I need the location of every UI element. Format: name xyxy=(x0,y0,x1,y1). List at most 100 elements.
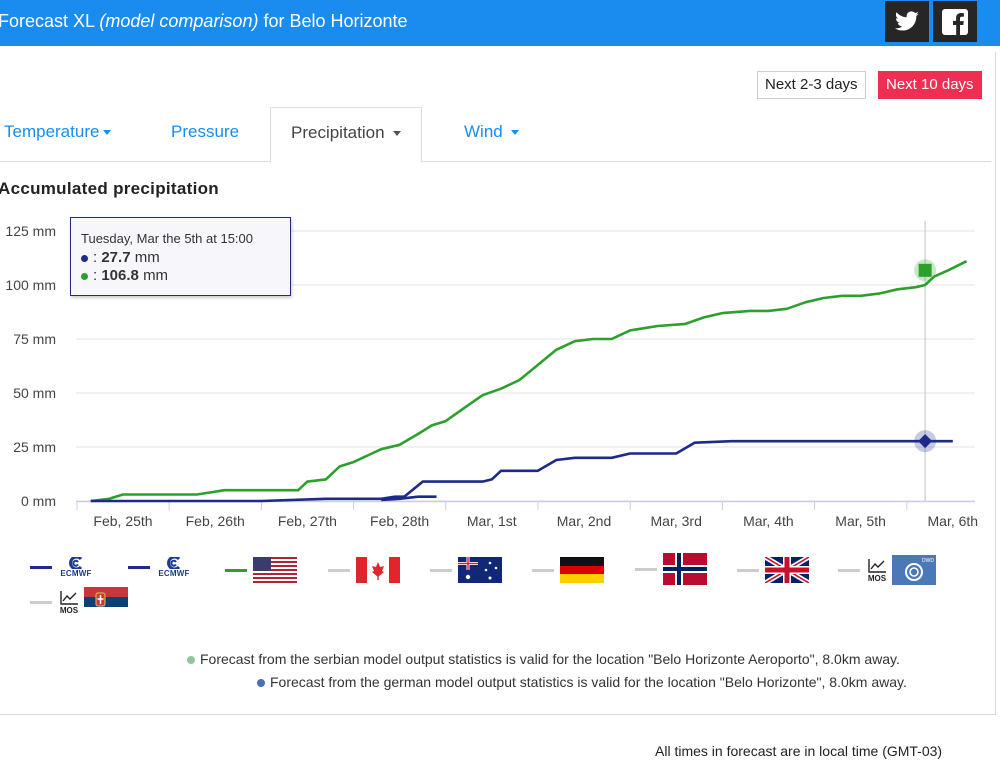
ecmwf-logo-icon: ECMWF xyxy=(156,557,192,578)
mos-chart-icon: MOS xyxy=(58,590,80,615)
tab-wind[interactable]: Wind xyxy=(464,122,519,142)
x-tick-label: Feb, 26th xyxy=(186,513,245,529)
note-text: Forecast from the german model output st… xyxy=(270,674,907,690)
legend-norway[interactable] xyxy=(635,553,707,585)
x-tick-label: Mar, 2nd xyxy=(557,513,611,529)
note-dot-icon xyxy=(187,656,195,665)
tooltip-row-blue: : 27.7 mm xyxy=(81,249,290,266)
legend-line xyxy=(838,568,860,572)
chart-title: Accumulated precipitation xyxy=(0,179,219,198)
x-tick-label: Feb, 25th xyxy=(93,513,152,529)
germany-flag-icon xyxy=(560,557,604,583)
norway-flag-icon xyxy=(663,553,707,585)
tabs-divider xyxy=(0,161,991,162)
chevron-down-icon xyxy=(392,131,401,137)
legend-line xyxy=(532,568,554,572)
note-text: Forecast from the serbian model output s… xyxy=(200,651,900,667)
legend-mos-serbia[interactable]: MOS xyxy=(30,587,128,617)
legend-label: ECMWF xyxy=(60,569,92,578)
canada-flag-icon xyxy=(356,557,400,583)
twitter-icon xyxy=(894,10,919,31)
legend-canada[interactable] xyxy=(328,557,400,583)
legend-line xyxy=(328,568,350,572)
usa-flag-icon xyxy=(253,557,297,583)
x-tick-label: Mar, 1st xyxy=(467,513,517,529)
tab-temperature-label: Temperature xyxy=(4,122,100,141)
series-dot-icon xyxy=(81,254,88,262)
precipitation-chart: 0 mm 25 mm 50 mm 75 mm 100 mm 125 mm Feb, 25th… xyxy=(5,221,979,529)
title-italic: (model comparison) xyxy=(99,11,259,31)
header-bar: Forecast XL (model comparison) for Belo … xyxy=(0,0,1000,46)
dwd-text: DWD xyxy=(922,558,934,564)
tab-temperature[interactable]: Temperature xyxy=(4,122,112,142)
series-line-0 xyxy=(90,260,968,503)
legend-uk[interactable] xyxy=(737,557,809,583)
uk-flag-icon xyxy=(765,557,809,583)
x-tick-label: Mar, 4th xyxy=(743,513,794,529)
facebook-icon xyxy=(942,8,968,35)
tooltip-unit: mm xyxy=(134,249,160,266)
tooltip-value: 27.7 xyxy=(101,249,131,266)
legend-line xyxy=(30,600,52,604)
tab-wind-label: Wind xyxy=(464,122,503,141)
australia-flag-icon xyxy=(458,557,502,583)
facebook-button[interactable] xyxy=(933,1,977,42)
title-suffix: for Belo Horizonte xyxy=(263,11,408,31)
y-tick-label: 125 mm xyxy=(5,223,56,239)
tab-pressure[interactable]: Pressure xyxy=(171,122,239,142)
legend-label: MOS xyxy=(59,605,79,615)
note-german: Forecast from the german model output st… xyxy=(257,674,907,690)
legend-australia[interactable] xyxy=(430,557,502,583)
series-line-2 xyxy=(381,495,437,502)
x-tick-label: Mar, 3rd xyxy=(651,513,702,529)
series-marker-square xyxy=(918,263,932,277)
legend-mos-dwd[interactable]: MOS DWD xyxy=(838,555,936,585)
series-marker-diamond xyxy=(918,434,933,449)
legend-usa[interactable] xyxy=(225,557,297,583)
tab-precipitation[interactable]: Precipitation xyxy=(270,107,422,163)
tooltip-sep: : xyxy=(93,267,102,284)
legend-ecmwf-1[interactable]: ECMWF xyxy=(30,557,94,578)
x-tick-label: Mar, 6th xyxy=(928,513,979,529)
x-tick-label: Feb, 27th xyxy=(278,513,337,529)
mos-chart-icon: MOS xyxy=(866,558,888,583)
ecmwf-logo-icon: ECMWF xyxy=(58,557,94,578)
page-title: Forecast XL (model comparison) for Belo … xyxy=(0,11,408,32)
legend-line xyxy=(635,567,657,571)
next-2-3-days-button[interactable]: Next 2-3 days xyxy=(757,71,866,99)
y-tick-label: 0 mm xyxy=(21,493,56,509)
next-10-days-button[interactable]: Next 10 days xyxy=(878,71,982,99)
y-tick-label: 50 mm xyxy=(13,385,56,401)
legend-line xyxy=(737,568,759,572)
legend-line xyxy=(128,566,150,569)
tooltip-sep: : xyxy=(93,249,102,266)
series-line-1 xyxy=(90,439,953,503)
legend-label: ECMWF xyxy=(158,569,190,578)
legend-line xyxy=(30,566,52,569)
tooltip-row-green: : 106.8 mm xyxy=(81,267,290,284)
tooltip-header: Tuesday, Mar the 5th at 15:00 xyxy=(81,231,253,246)
tab-precipitation-label: Precipitation xyxy=(291,123,385,142)
serbia-flag-icon xyxy=(84,587,128,617)
tooltip-unit: mm xyxy=(143,267,169,284)
chart-tooltip: Tuesday, Mar the 5th at 15:00 : 27.7 mm … xyxy=(70,217,291,296)
y-tick-label: 75 mm xyxy=(13,331,56,347)
chart-panel xyxy=(0,52,996,715)
twitter-button[interactable] xyxy=(885,1,929,42)
y-tick-label: 25 mm xyxy=(13,439,56,455)
legend-label: MOS xyxy=(867,573,887,583)
x-tick-label: Feb, 28th xyxy=(370,513,429,529)
legend-germany[interactable] xyxy=(532,557,604,583)
legend-ecmwf-2[interactable]: ECMWF xyxy=(128,557,192,578)
note-serbian: Forecast from the serbian model output s… xyxy=(187,651,900,667)
chevron-down-icon xyxy=(510,130,519,136)
tab-pressure-label: Pressure xyxy=(171,122,240,141)
chevron-down-icon xyxy=(103,130,112,136)
dwd-logo-icon: DWD xyxy=(892,555,936,585)
series-dot-icon xyxy=(81,272,88,280)
note-dot-icon xyxy=(257,679,265,688)
x-tick-label: Mar, 5th xyxy=(835,513,886,529)
legend-line xyxy=(225,568,247,572)
title-prefix: Forecast XL xyxy=(0,11,95,31)
tooltip-value: 106.8 xyxy=(101,267,139,284)
